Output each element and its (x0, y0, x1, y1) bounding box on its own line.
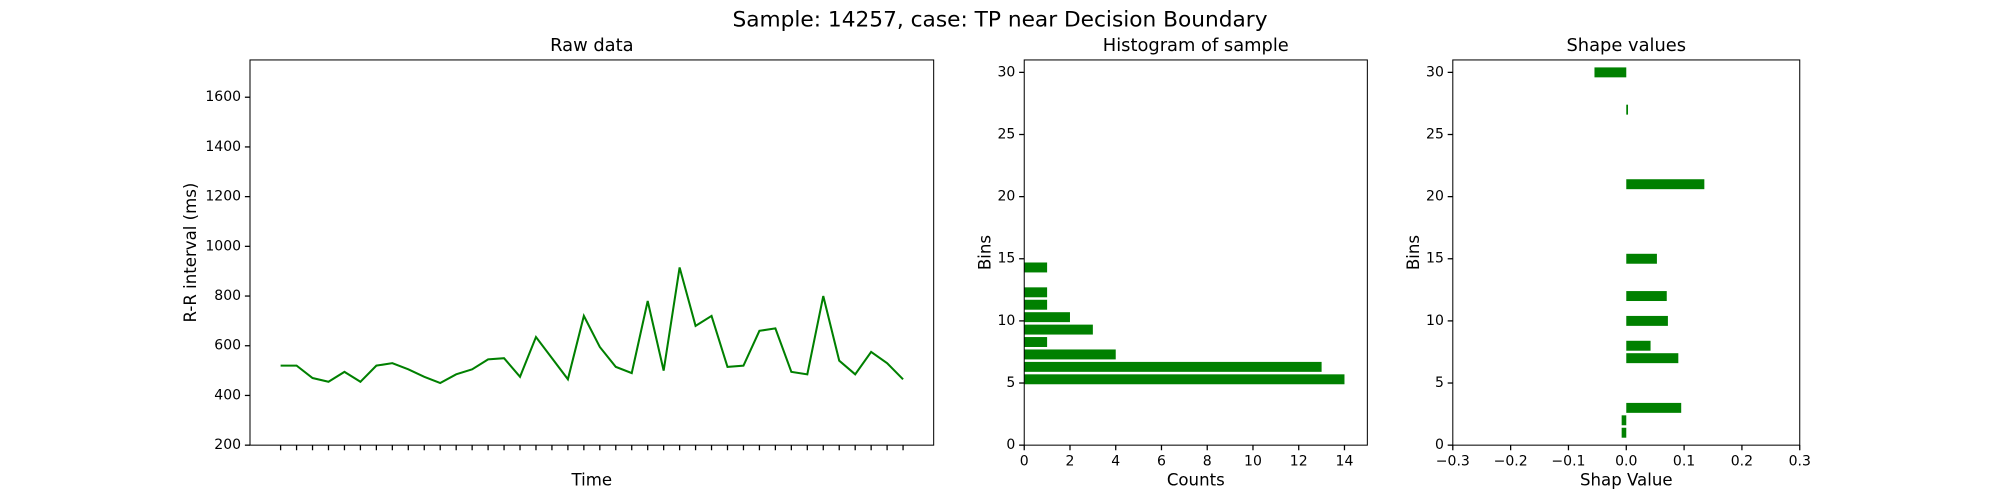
bar (1626, 315, 1668, 326)
hist-bar (1024, 361, 1322, 372)
y-tick-label: 0 (1006, 437, 1015, 453)
y-tick-label: 5 (1435, 375, 1444, 391)
line-series (280, 267, 904, 385)
x-tick-label: 14 (1336, 454, 1354, 470)
x-tick-label: 6 (1157, 454, 1166, 470)
y-tick-label: 1200 (205, 189, 241, 205)
hist-bar (1024, 287, 1048, 298)
x-tick-label: 12 (1290, 454, 1308, 470)
x-axis-label: Counts (1167, 470, 1225, 489)
hist-bar (1024, 324, 1093, 335)
x-tick-label: 2 (1066, 454, 1075, 470)
y-tick-label: 10 (1426, 313, 1444, 329)
hist-bar (1024, 349, 1116, 360)
x-tick-label: 0.3 (1789, 454, 1811, 470)
y-tick-label: 20 (1426, 189, 1444, 205)
y-tick-label: 20 (997, 189, 1015, 205)
figure-title: Sample: 14257, case: TP near Decision Bo… (732, 7, 1267, 32)
y-tick-label: 15 (1426, 251, 1444, 267)
hist-bar (1024, 374, 1345, 385)
x-tick-label: −0.3 (1436, 454, 1470, 470)
y-tick-label: 15 (997, 251, 1015, 267)
y-tick-label: 200 (214, 437, 241, 453)
x-tick-label: 0.1 (1673, 454, 1695, 470)
bar (1621, 427, 1627, 438)
bar (1626, 402, 1682, 413)
bar (1621, 415, 1627, 426)
axes-frame (249, 59, 935, 446)
x-tick-label: −0.1 (1551, 454, 1585, 470)
x-tick-label: −0.2 (1494, 454, 1528, 470)
y-tick-label: 30 (1426, 64, 1444, 80)
x-tick-label: 0 (1020, 454, 1029, 470)
bar (1594, 67, 1627, 78)
y-axis-label: Bins (1404, 235, 1423, 270)
y-tick-label: 1000 (205, 238, 241, 254)
bar (1626, 340, 1651, 351)
y-tick-label: 30 (997, 64, 1015, 80)
y-tick-label: 400 (214, 387, 241, 403)
y-tick-label: 5 (1006, 375, 1015, 391)
y-axis-label: Bins (975, 235, 994, 270)
bar (1626, 179, 1705, 190)
hist-bar (1024, 299, 1048, 310)
y-tick-label: 600 (214, 338, 241, 354)
x-axis-label: Shap Value (1580, 470, 1673, 489)
axes-frame (1023, 59, 1368, 446)
x-tick-label: 0.2 (1731, 454, 1753, 470)
x-tick-label: 8 (1203, 454, 1212, 470)
y-tick-label: 800 (214, 288, 241, 304)
x-tick-label: 10 (1244, 454, 1262, 470)
y-tick-label: 1600 (205, 89, 241, 105)
axes-title: Raw data (550, 35, 633, 56)
bar (1626, 104, 1629, 115)
bar (1626, 291, 1667, 302)
axes-title: Shape values (1566, 35, 1686, 56)
x-axis-label: Time (571, 470, 613, 489)
axes-frame (1452, 59, 1801, 446)
y-tick-label: 25 (997, 127, 1015, 143)
hist-bar (1024, 262, 1048, 273)
bar (1626, 353, 1679, 364)
y-axis-label: R-R interval (ms) (181, 183, 200, 323)
x-tick-label: 4 (1111, 454, 1120, 470)
y-tick-label: 0 (1435, 437, 1444, 453)
y-tick-label: 10 (997, 313, 1015, 329)
y-tick-label: 25 (1426, 127, 1444, 143)
hist-bar (1024, 312, 1070, 323)
x-tick-label: 0.0 (1615, 454, 1637, 470)
axes-title: Histogram of sample (1103, 35, 1289, 56)
hist-bar (1024, 337, 1048, 347)
y-tick-label: 1400 (205, 139, 241, 155)
bar (1626, 253, 1657, 264)
